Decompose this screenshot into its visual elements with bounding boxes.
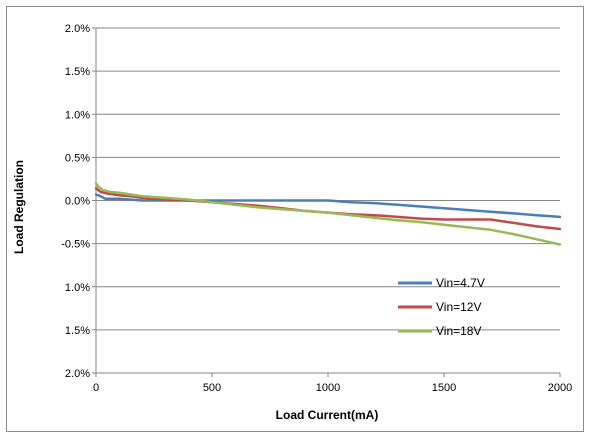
series-line-1 bbox=[94, 187, 562, 231]
legend-label: Vin=18V bbox=[436, 324, 482, 338]
legend-label: Vin=4.7V bbox=[436, 276, 485, 290]
chart-frame: 2.0% 1.5% 1.0% 0.5% 0.0% -0.5% 1.0% 1.5% 2.0% 0 50… bbox=[6, 6, 584, 432]
x-tick-label: 1000 bbox=[316, 382, 340, 394]
y-tick-label: 2.0% bbox=[65, 23, 90, 35]
x-tick-label: 0 bbox=[93, 382, 99, 394]
y-tick-label: 1.5% bbox=[65, 325, 90, 337]
x-axis-title: Load Current(mA) bbox=[276, 408, 379, 422]
y-tick-label: 0.0% bbox=[65, 196, 90, 208]
y-tick-label: -0.5% bbox=[61, 239, 90, 251]
y-tick-label: 2.0% bbox=[65, 368, 90, 380]
x-tick-label: 500 bbox=[203, 382, 221, 394]
y-tick-label: 0.5% bbox=[65, 152, 90, 164]
series-line-2 bbox=[94, 181, 562, 246]
y-tick-label: 1.0% bbox=[65, 109, 90, 121]
load-regulation-chart: 2.0%1.5%1.0%0.5%0.0%-0.5%1.0%1.5%2.0%0 50… bbox=[12, 23, 572, 422]
series-line-0 bbox=[94, 193, 562, 219]
x-tick-label: 2000 bbox=[548, 382, 572, 394]
x-tick-label: 1500 bbox=[432, 382, 456, 394]
y-axis-title: Load Regulation bbox=[12, 160, 26, 254]
y-tick-label: 1.5% bbox=[65, 66, 90, 78]
legend-label: Vin=12V bbox=[436, 300, 482, 314]
y-tick-label: 1.0% bbox=[65, 282, 90, 294]
